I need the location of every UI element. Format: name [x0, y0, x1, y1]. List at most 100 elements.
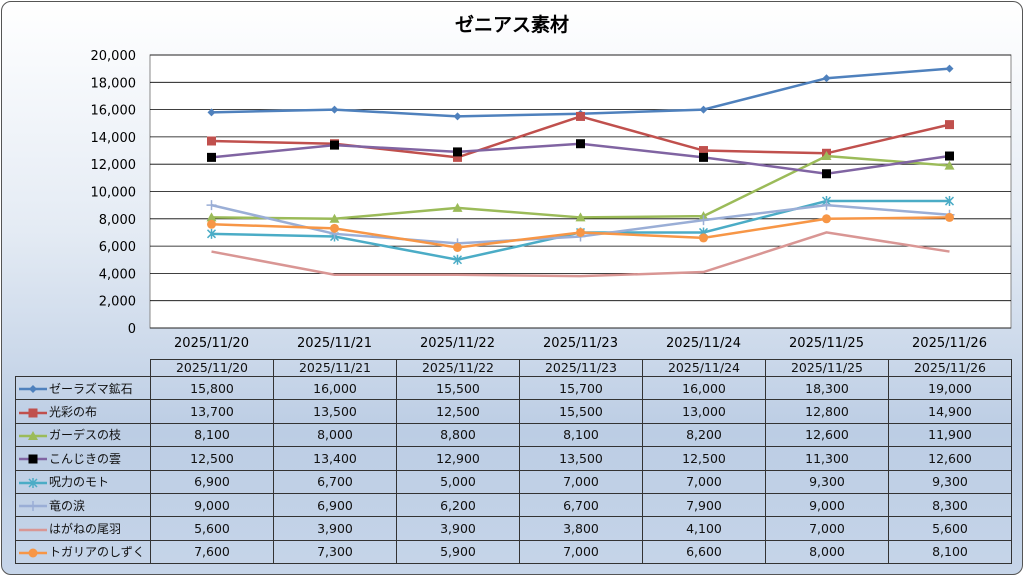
legend-key-cell: 竜の涙 [15, 492, 151, 518]
table-cell: 12,900 [396, 446, 520, 471]
data-point [699, 105, 708, 114]
series-6 [211, 231, 950, 278]
table-row: 呪力のモト 6,900 6,700 5,000 7,000 7,000 9,300 9,300 [15, 469, 1012, 494]
data-point [206, 212, 217, 222]
data-point [944, 196, 955, 207]
table-row: ゼーラズマ鉱石 15,800 16,000 15,500 15,700 16,000 18,… [15, 375, 1012, 401]
table-cell: 7,600 [150, 539, 274, 565]
x-tick-label: 2025/11/22 [420, 336, 495, 351]
data-point [699, 152, 708, 162]
table-header-cell: 2025/11/26 [888, 359, 1012, 377]
y-tick-label: 14,000 [91, 131, 137, 146]
table-cell: 6,700 [519, 492, 643, 518]
table-cell: 13,500 [273, 399, 397, 424]
table-row: ガーデスの枝 8,100 8,000 8,800 8,100 8,200 12,600 11,… [15, 422, 1012, 448]
table-cell: 11,300 [765, 446, 889, 471]
table-cell: 9,000 [150, 492, 274, 518]
table-cell: 8,000 [765, 539, 889, 565]
table-cell: 15,500 [396, 375, 520, 401]
table-cell: 12,500 [396, 399, 520, 424]
y-tick-label: 6,000 [99, 240, 136, 255]
y-tick-label: 12,000 [91, 158, 137, 173]
table-cell: 3,900 [273, 516, 397, 541]
series-name: はがねの尾羽 [49, 522, 122, 537]
table-cell: 6,200 [396, 492, 520, 518]
legend-key-cell: ゼーラズマ鉱石 [15, 375, 151, 401]
series-7 [207, 212, 954, 252]
data-point [699, 146, 708, 156]
data-point [452, 254, 463, 265]
data-point [453, 242, 462, 252]
y-tick-label: 4,000 [99, 267, 136, 282]
data-point [945, 151, 954, 161]
legend-key-cell: トガリアのしずく [15, 539, 151, 565]
table-header-cell: 2025/11/20 [150, 359, 274, 377]
y-tick-label: 8,000 [99, 213, 136, 228]
legend-marker [28, 454, 38, 464]
table-header-cell: 2025/11/23 [519, 359, 643, 377]
y-tick-label: 0 [128, 322, 136, 337]
table-cell: 7,300 [273, 539, 397, 565]
legend-marker [28, 430, 38, 440]
table-cell: 7,000 [765, 516, 889, 541]
data-point [453, 112, 462, 121]
table-cell: 3,800 [519, 516, 643, 541]
legend-marker [29, 385, 37, 394]
table-cell: 5,600 [888, 516, 1012, 541]
table-cell: 8,300 [888, 492, 1012, 518]
table-row: こんじきの雲 12,500 13,400 12,900 13,500 12,500 11,3… [15, 446, 1012, 471]
table-cell: 9,300 [888, 469, 1012, 494]
x-tick-label: 2025/11/21 [297, 336, 372, 351]
series-name: ゼーラズマ鉱石 [49, 381, 133, 396]
data-point [576, 227, 585, 237]
y-tick-label: 20,000 [91, 49, 137, 64]
legend-marker [28, 501, 38, 512]
table-cell: 8,100 [888, 539, 1012, 565]
data-point [821, 151, 832, 161]
table-header-cell: 2025/11/24 [642, 359, 766, 377]
table-cell: 8,200 [642, 422, 766, 448]
table-cell: 6,900 [273, 492, 397, 518]
table-cell: 16,000 [273, 375, 397, 401]
table-row: 光彩の布 13,700 13,500 12,500 15,500 13,000 12,800… [15, 399, 1012, 424]
data-point [822, 214, 831, 224]
data-point [453, 152, 462, 162]
data-point [206, 200, 217, 211]
data-point [576, 111, 585, 121]
table-header-cell: 2025/11/22 [396, 359, 520, 377]
table-cell: 15,500 [519, 399, 643, 424]
table-cell: 7,900 [642, 492, 766, 518]
data-point [576, 139, 585, 149]
table-cell: 7,000 [519, 539, 643, 565]
table-row: 竜の涙 9,000 6,900 6,200 6,700 7,900 9,000 8,300 [15, 492, 1012, 518]
data-point [945, 120, 954, 130]
data-table: 2025/11/20 2025/11/21 2025/11/22 2025/11/23… [15, 359, 1012, 565]
table-header-cell: 2025/11/21 [273, 359, 397, 377]
table-cell: 12,600 [765, 422, 889, 448]
table-row: はがねの尾羽 5,600 3,900 3,900 3,800 4,100 7,000 5,60… [15, 516, 1012, 541]
legend-key-icon [19, 454, 47, 464]
y-tick-label: 16,000 [91, 104, 137, 119]
x-tick-label: 2025/11/25 [789, 336, 864, 351]
data-point [207, 136, 216, 146]
series-name: こんじきの雲 [49, 451, 122, 466]
y-tick-label: 10,000 [91, 186, 137, 201]
data-point [329, 213, 340, 223]
data-point [330, 140, 339, 150]
table-cell: 15,700 [519, 375, 643, 401]
table-cell: 9,300 [765, 469, 889, 494]
data-point [206, 228, 217, 239]
x-tick-label: 2025/11/23 [543, 336, 618, 351]
data-point [575, 212, 586, 222]
table-cell: 8,000 [273, 422, 397, 448]
table-cell: 5,000 [396, 469, 520, 494]
table-cell: 12,500 [150, 446, 274, 471]
table-cell: 14,900 [888, 399, 1012, 424]
data-point [330, 105, 339, 114]
legend-key-icon [19, 477, 47, 488]
series-name: 光彩の布 [49, 405, 98, 420]
x-tick-label: 2025/11/26 [912, 336, 987, 351]
legend-key-cell: 光彩の布 [15, 399, 151, 424]
data-point [698, 215, 709, 226]
table-cell: 5,900 [396, 539, 520, 565]
